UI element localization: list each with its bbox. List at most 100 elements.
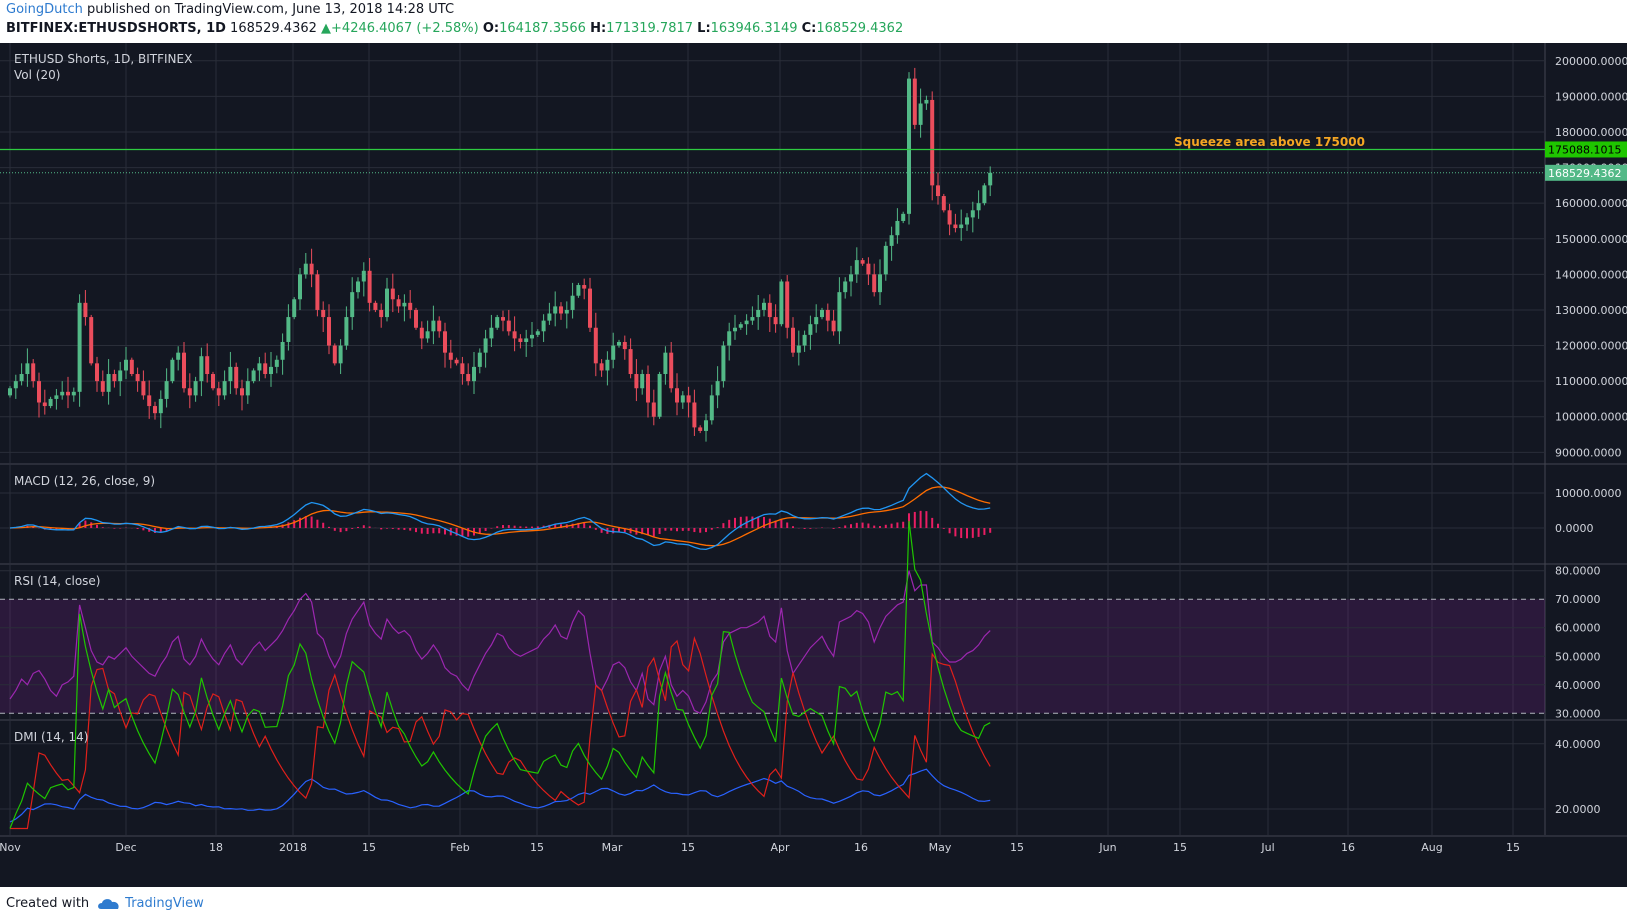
close-label: C: <box>801 21 817 36</box>
candle-body <box>495 317 500 328</box>
candle-body <box>889 235 894 246</box>
di-plus-line <box>9 520 991 829</box>
candle-body <box>588 288 592 328</box>
candle-body <box>199 356 204 382</box>
tradingview-logo[interactable]: TradingView <box>97 896 204 911</box>
time-tick-label: 18 <box>209 841 223 854</box>
candle-body <box>872 274 877 293</box>
price-tick-label: 150000.0000 <box>1555 233 1627 246</box>
candle-body <box>489 327 494 339</box>
chart-canvas[interactable]: 200000.0000190000.0000180000.0000170000.… <box>0 43 1627 887</box>
low-value: 163946.3149 <box>710 21 798 36</box>
time-tick-label: 15 <box>1010 841 1024 854</box>
candle-body <box>141 381 146 396</box>
price-tick-label: 180000.0000 <box>1555 126 1627 139</box>
candle-body <box>657 374 662 417</box>
candle-body <box>901 213 906 221</box>
dmi-tick-label: 20.0000 <box>1555 803 1601 816</box>
candle-body <box>843 281 848 293</box>
candle-body <box>448 352 453 360</box>
candle-body <box>385 288 389 318</box>
candle-body <box>837 292 842 332</box>
candle-body <box>541 320 546 332</box>
candle-body <box>756 309 761 318</box>
candle-body <box>692 402 697 428</box>
candle-body <box>245 381 250 396</box>
price-tick-label: 110000.0000 <box>1555 375 1627 388</box>
price-tick-label: 190000.0000 <box>1555 90 1627 103</box>
author-link[interactable]: GoingDutch <box>6 2 83 17</box>
price-tick-label: 130000.0000 <box>1555 304 1627 317</box>
candle-body <box>158 398 163 414</box>
squeeze-level-tag <box>1545 141 1627 158</box>
time-tick-label: 15 <box>1173 841 1187 854</box>
candle-body <box>66 391 70 396</box>
time-tick-label: Dec <box>115 841 136 854</box>
candle-body <box>663 352 668 375</box>
low-label: L: <box>697 21 711 36</box>
candle-body <box>907 78 911 214</box>
candle-body <box>709 395 714 421</box>
open-value: 164187.3566 <box>499 21 586 36</box>
rsi-tick-label: 40.0000 <box>1555 679 1601 692</box>
candle-body <box>19 374 24 382</box>
candle-body <box>530 334 534 339</box>
candle-body <box>338 345 343 364</box>
candle-body <box>924 99 929 104</box>
candle-body <box>222 381 227 396</box>
candle-body <box>361 270 366 282</box>
candle-body <box>390 288 395 300</box>
price-tick-label: 200000.0000 <box>1555 55 1627 68</box>
tradingview-brand: TradingView <box>125 896 204 911</box>
candle-body <box>332 345 337 364</box>
candle-body <box>71 391 76 396</box>
candle-body <box>228 366 233 382</box>
dmi-pane-title: DMI (14, 14) <box>14 730 88 744</box>
candle-body <box>912 78 917 125</box>
last-price: 168529.4362 <box>230 21 317 36</box>
candle-body <box>628 349 633 375</box>
high-value: 171319.7817 <box>606 21 694 36</box>
time-tick-label: 16 <box>1341 841 1355 854</box>
symbol-info: BITFINEX:ETHUSDSHORTS, 1D 168529.4362 ▲+… <box>6 21 903 36</box>
candle-body <box>535 331 540 335</box>
candle-body <box>953 224 958 229</box>
candle-body <box>965 217 969 225</box>
candle-body <box>187 388 192 396</box>
candle-body <box>791 327 795 353</box>
time-tick-label: Nov <box>0 841 21 854</box>
last-price-label: 168529.4362 <box>1548 167 1621 180</box>
candle-body <box>112 374 117 382</box>
candle-body <box>54 395 59 399</box>
macd-pane-title: MACD (12, 26, close, 9) <box>14 474 155 488</box>
candle-body <box>640 374 645 389</box>
candle-body <box>164 381 169 399</box>
candle-body <box>750 317 755 321</box>
candle-body <box>512 331 517 339</box>
candle-body <box>721 345 726 382</box>
candle-body <box>327 317 331 346</box>
high-label: H: <box>590 21 607 36</box>
candle-body <box>854 260 859 275</box>
candle-body <box>356 281 360 293</box>
candle-body <box>930 99 935 186</box>
candle-body <box>402 302 407 307</box>
candle-body <box>866 263 871 275</box>
adx-line <box>9 768 991 823</box>
candle-body <box>193 381 198 396</box>
price-pane-title: ETHUSD Shorts, 1D, BITFINEX <box>14 52 192 66</box>
candle-body <box>153 406 157 414</box>
footer: Created with TradingView <box>6 896 204 911</box>
publish-info: GoingDutch published on TradingView.com,… <box>6 2 454 17</box>
candle-body <box>576 285 581 296</box>
candle-body <box>634 374 639 389</box>
candle-body <box>135 374 140 382</box>
time-tick-label: 15 <box>362 841 376 854</box>
rsi-tick-label: 70.0000 <box>1555 593 1601 606</box>
candle-body <box>651 402 656 417</box>
candle-body <box>269 366 273 375</box>
time-tick-label: Feb <box>450 841 469 854</box>
candle-body <box>982 185 987 204</box>
candle-body <box>617 341 621 346</box>
candle-body <box>559 306 563 314</box>
